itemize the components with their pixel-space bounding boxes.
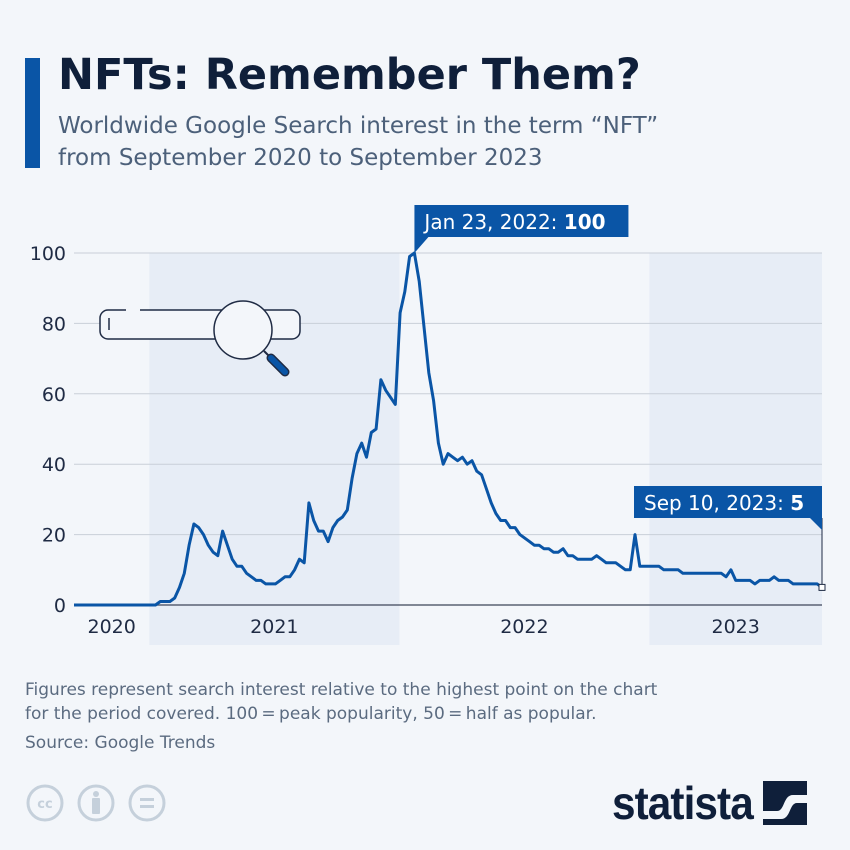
y-tick-label: 60	[42, 384, 66, 406]
chart-subtitle: Worldwide Google Search interest in the …	[58, 110, 818, 174]
search-box-gap	[126, 307, 140, 312]
statista-logo[interactable]: statista	[612, 777, 808, 829]
x-tick-label: 2021	[250, 616, 298, 638]
title-accent-bar	[25, 58, 40, 168]
end-point-marker	[818, 583, 826, 591]
y-tick-label: 40	[42, 454, 66, 476]
x-tick-label: 2022	[500, 616, 548, 638]
annotation-box	[634, 486, 822, 518]
x-tick-label: 2020	[87, 616, 135, 638]
cc-icon[interactable]: cc	[25, 783, 65, 823]
x-tick-label: 2023	[712, 616, 760, 638]
magnifier-icon	[213, 300, 290, 377]
annotation-0: Jan 23, 2022: 100	[414, 205, 629, 253]
annotation-date-text: Sep 10, 2023:	[644, 491, 790, 515]
no-derivatives-icon[interactable]	[127, 783, 167, 823]
subtitle-line-2: from September 2020 to September 2023	[58, 145, 543, 171]
statista-logo-mark-icon	[763, 781, 808, 825]
y-tick-label: 100	[30, 243, 66, 265]
y-tick-label: 80	[42, 313, 66, 335]
statista-wordmark: statista	[612, 777, 754, 829]
y-tick-label: 0	[54, 595, 66, 617]
footnote-line-1: Figures represent search interest relati…	[25, 680, 658, 700]
svg-text:cc: cc	[37, 797, 52, 812]
footnote: Figures represent search interest relati…	[25, 678, 825, 726]
annotation-label: Sep 10, 2023: 5	[644, 491, 804, 515]
series-line	[74, 251, 823, 607]
annotation-value-text: 100	[564, 210, 606, 234]
footnote-line-2: for the period covered. 100 = peak popul…	[25, 704, 597, 724]
annotation-1: Sep 10, 2023: 5	[634, 486, 826, 591]
annotation-value-text: 5	[790, 491, 804, 515]
search-bar-illustration	[99, 300, 301, 377]
annotation-pointer	[414, 237, 429, 253]
source-text: Source: Google Trends	[25, 733, 216, 753]
year-band-2023	[649, 253, 822, 645]
attribution-icon[interactable]	[76, 783, 116, 823]
chart-title: NFTs: Remember Them?	[58, 50, 641, 100]
annotation-date-text: Jan 23, 2022:	[422, 210, 563, 234]
y-tick-label: 20	[42, 525, 66, 547]
annotation-pointer	[810, 518, 822, 530]
annotation-box	[414, 205, 629, 237]
subtitle-line-1: Worldwide Google Search interest in the …	[58, 113, 659, 139]
annotation-label: Jan 23, 2022: 100	[422, 210, 605, 234]
